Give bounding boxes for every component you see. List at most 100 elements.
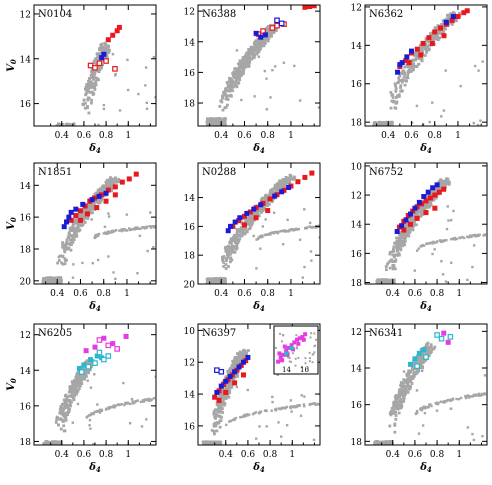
field-star: [401, 244, 404, 248]
field-star: [384, 285, 387, 288]
field-star: [419, 214, 423, 218]
field-star: [56, 286, 59, 289]
field-star: [63, 404, 67, 408]
field-star: [72, 233, 76, 237]
field-star: [384, 284, 387, 287]
field-star: [413, 53, 416, 57]
series-set_a: [230, 170, 315, 229]
y-tick-label: 16: [184, 223, 196, 233]
field-star: [446, 205, 449, 208]
field-star: [45, 289, 48, 292]
field-star: [207, 128, 210, 131]
field-star: [380, 287, 383, 290]
data-point-open: [87, 62, 94, 69]
field-star: [449, 261, 453, 264]
field-star: [250, 221, 254, 225]
field-star: [77, 225, 80, 228]
field-star: [263, 38, 266, 41]
data-point: [228, 223, 234, 229]
field-star: [378, 286, 381, 289]
field-star: [388, 251, 392, 254]
field-star: [108, 48, 111, 52]
field-star: [90, 81, 94, 85]
field-star: [70, 132, 73, 135]
field-star: [214, 284, 217, 287]
field-star: [392, 249, 396, 253]
field-star: [263, 39, 267, 43]
field-star: [386, 284, 389, 287]
field-star: [227, 80, 231, 84]
field-star: [50, 286, 53, 289]
field-star: [276, 182, 279, 186]
field-star: [278, 187, 282, 191]
field-star: [427, 202, 431, 206]
field-star: [67, 232, 71, 236]
field-star: [216, 127, 219, 130]
field-star: [232, 74, 235, 78]
field-star: [68, 229, 72, 233]
y-tick-label: 14: [184, 194, 196, 204]
field-star: [263, 206, 266, 210]
field-star: [429, 32, 432, 35]
field-star: [388, 285, 391, 288]
field-star: [380, 127, 383, 130]
field-star: [397, 236, 400, 240]
field-star: [210, 120, 214, 124]
series-set_b: [61, 190, 109, 230]
field-star: [48, 280, 52, 284]
field-star: [284, 178, 288, 182]
field-star: [215, 285, 218, 288]
field-star: [270, 31, 274, 35]
field-star: [224, 263, 228, 266]
field-star: [98, 52, 102, 55]
field-star: [93, 193, 97, 197]
plot-area: [375, 177, 487, 290]
y-tick-label: 14: [20, 182, 32, 192]
data-point: [101, 51, 107, 57]
field-star: [210, 287, 213, 290]
field-star: [376, 128, 379, 131]
field-star: [391, 267, 395, 271]
field-star: [410, 121, 414, 124]
field-star: [376, 132, 379, 135]
field-star: [67, 394, 71, 398]
field-star: [216, 284, 219, 287]
field-star: [298, 99, 302, 102]
field-star: [94, 200, 98, 204]
field-star: [217, 285, 220, 288]
field-star: [218, 284, 221, 287]
field-star: [81, 261, 84, 265]
field-star: [376, 129, 379, 132]
field-star: [410, 215, 414, 219]
data-point: [262, 32, 268, 38]
field-star: [405, 231, 409, 234]
field-star: [72, 131, 75, 134]
field-star: [414, 210, 418, 214]
field-star: [394, 84, 398, 88]
field-star: [68, 402, 72, 406]
x-axis-label: δ4: [419, 301, 432, 313]
field-star: [60, 261, 64, 265]
field-star: [214, 126, 217, 129]
field-star: [59, 427, 63, 431]
field-star: [386, 127, 389, 130]
x-tick-label: 0.6: [237, 289, 252, 299]
field-star: [72, 230, 76, 234]
field-star: [245, 55, 249, 58]
field-star: [260, 42, 264, 46]
field-star: [222, 279, 226, 283]
field-star: [72, 398, 76, 402]
field-star: [249, 45, 253, 49]
field-star: [46, 286, 49, 289]
field-star: [55, 286, 58, 289]
field-star: [101, 47, 105, 51]
field-star: [236, 229, 239, 233]
field-star: [69, 123, 73, 126]
field-star: [421, 244, 425, 247]
field-star: [235, 228, 239, 231]
field-star: [209, 286, 212, 289]
field-star: [152, 55, 156, 59]
field-star: [221, 94, 224, 98]
field-star: [58, 127, 61, 130]
